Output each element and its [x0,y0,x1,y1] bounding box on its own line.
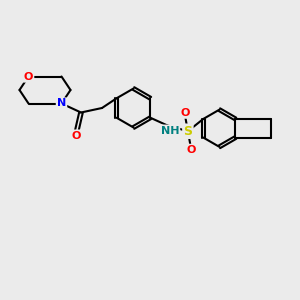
Text: O: O [24,71,33,82]
Text: N: N [57,98,66,109]
Text: O: O [180,108,190,118]
Text: O: O [186,145,196,155]
Text: NH: NH [160,126,179,136]
Text: S: S [183,125,192,138]
Text: O: O [72,130,81,141]
